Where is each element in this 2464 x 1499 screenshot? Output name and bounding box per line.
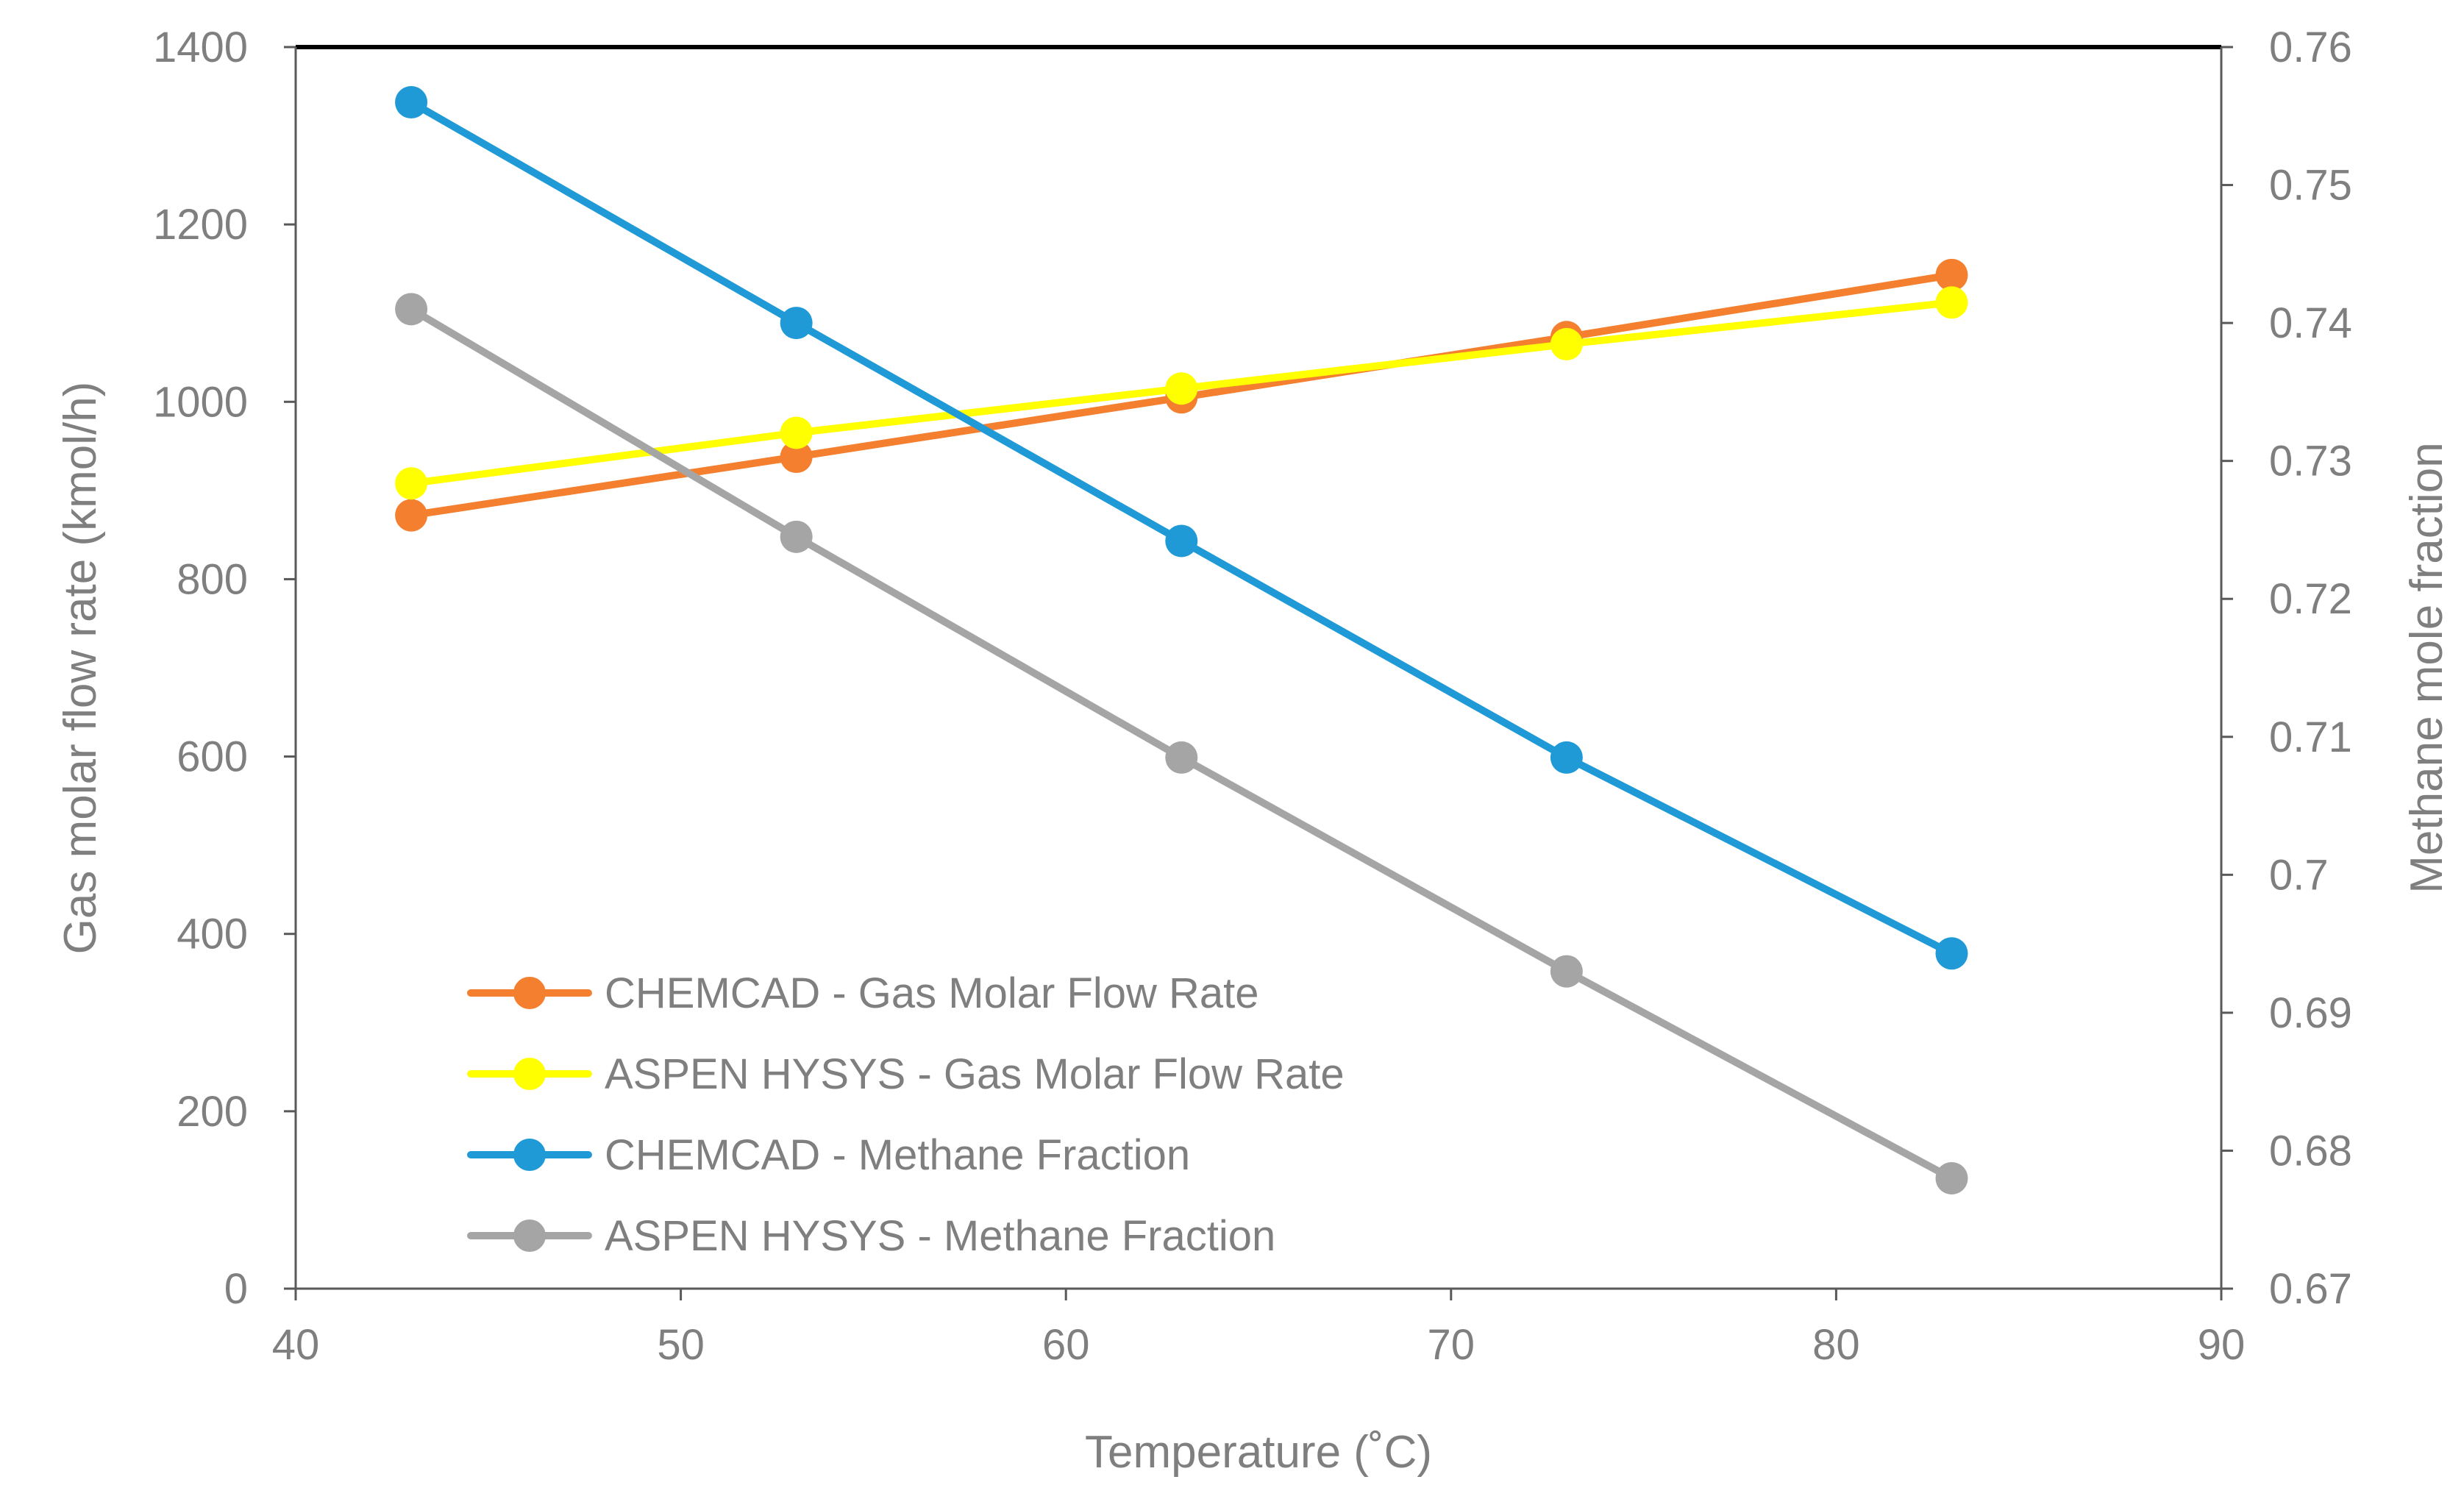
y-right-tick-label: 0.68	[2269, 1127, 2352, 1175]
x-tick-label: 80	[1812, 1321, 1860, 1369]
series-1-point	[780, 441, 813, 474]
series-4-point	[1935, 1161, 1968, 1194]
y-right-tick-label: 0.72	[2269, 575, 2352, 623]
series-1-point	[1935, 258, 1968, 291]
x-tick-label: 60	[1042, 1321, 1090, 1369]
y-left-tick-label: 200	[177, 1088, 248, 1136]
series-1-point	[395, 499, 428, 532]
series-3-point	[1165, 524, 1198, 558]
series-3-point	[1550, 741, 1583, 774]
y-right-tick-label: 0.74	[2269, 299, 2352, 347]
y-left-tick-label: 1200	[153, 201, 248, 249]
y-right-tick-label: 0.76	[2269, 24, 2352, 71]
y-left-tick-label: 800	[177, 555, 248, 603]
y-right-tick-label: 0.7	[2269, 851, 2329, 899]
legend-marker-1	[513, 977, 546, 1009]
x-tick-label: 40	[272, 1321, 320, 1369]
y-left-tick-label: 0	[224, 1265, 248, 1313]
x-tick-label: 70	[1428, 1321, 1475, 1369]
x-tick-label: 90	[2198, 1321, 2246, 1369]
series-4-point	[1165, 741, 1198, 774]
series-3-point	[395, 86, 428, 119]
y-right-tick-label: 0.71	[2269, 713, 2352, 761]
y-left-axis-title: Gas molar flow rate (kmol/h)	[55, 382, 106, 955]
legend-marker-2	[513, 1058, 546, 1090]
series-2-point	[1935, 286, 1968, 319]
legend-label-4: ASPEN HYSYS - Methane Fraction	[605, 1212, 1275, 1260]
x-axis-title: Temperature (˚C)	[1085, 1427, 1432, 1478]
series-4-point	[1550, 955, 1583, 988]
series-2-point	[780, 416, 813, 449]
series-3-point	[1935, 937, 1968, 970]
series-2-point	[1165, 372, 1198, 405]
legend-marker-4	[513, 1220, 546, 1252]
series-3-point	[780, 307, 813, 340]
y-left-tick-label: 1400	[153, 24, 248, 71]
legend-label-3: CHEMCAD - Methane Fraction	[605, 1131, 1190, 1179]
y-right-tick-label: 0.69	[2269, 989, 2352, 1037]
series-2-point	[1550, 327, 1583, 360]
y-left-tick-label: 1000	[153, 378, 248, 426]
x-tick-label: 50	[657, 1321, 705, 1369]
legend-label-2: ASPEN HYSYS - Gas Molar Flow Rate	[605, 1050, 1345, 1098]
y-left-tick-label: 400	[177, 911, 248, 958]
series-2-point	[395, 467, 428, 500]
y-right-tick-label: 0.67	[2269, 1265, 2352, 1313]
y-right-tick-label: 0.73	[2269, 438, 2352, 485]
series-4-point	[395, 293, 428, 326]
y-left-tick-label: 600	[177, 733, 248, 781]
legend-label-1: CHEMCAD - Gas Molar Flow Rate	[605, 969, 1258, 1017]
series-4-point	[780, 520, 813, 553]
y-right-tick-label: 0.75	[2269, 162, 2352, 210]
legend-marker-3	[513, 1139, 546, 1171]
y-right-axis-title: Methane mole fraction	[2401, 442, 2452, 893]
